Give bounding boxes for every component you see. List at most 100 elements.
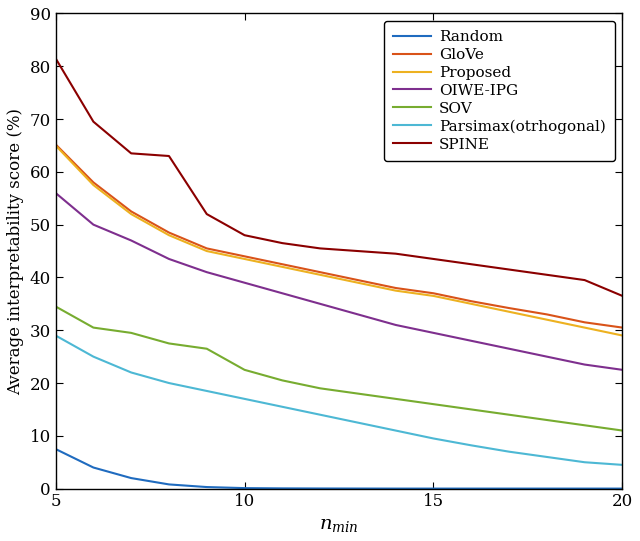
Line: OIWE-IPG: OIWE-IPG [56, 193, 623, 370]
Proposed [165, 232, 173, 239]
SPINE [354, 248, 362, 254]
Line: GloVe: GloVe [56, 144, 623, 328]
Legend: Random, GloVe, Proposed, OIWE-IPG, SOV, Parsimax(otrhogonal), SPINE: Random, GloVe, Proposed, OIWE-IPG, SOV, … [384, 21, 615, 161]
Random [241, 485, 248, 491]
Line: Parsimax(otrhogonal): Parsimax(otrhogonal) [56, 335, 623, 465]
OIWE-IPG [241, 280, 248, 286]
SPINE [203, 211, 211, 217]
SPINE [505, 266, 513, 273]
Proposed [392, 287, 399, 294]
OIWE-IPG [581, 361, 589, 368]
Proposed [52, 142, 60, 149]
Random [467, 485, 475, 492]
Proposed [429, 293, 437, 299]
SPINE [90, 118, 97, 125]
Random [52, 446, 60, 452]
OIWE-IPG [392, 322, 399, 328]
Proposed [581, 325, 589, 331]
SOV [90, 325, 97, 331]
Proposed [90, 182, 97, 188]
SPINE [467, 261, 475, 267]
GloVe [278, 261, 286, 267]
OIWE-IPG [203, 269, 211, 275]
Parsimax(otrhogonal) [90, 353, 97, 360]
Random [316, 485, 324, 492]
Random [90, 464, 97, 471]
Line: SOV: SOV [56, 307, 623, 431]
Parsimax(otrhogonal) [241, 395, 248, 402]
Line: Proposed: Proposed [56, 146, 623, 335]
Random [619, 485, 627, 492]
Random [581, 485, 589, 492]
OIWE-IPG [467, 338, 475, 344]
Random [127, 475, 135, 481]
Parsimax(otrhogonal) [165, 380, 173, 386]
OIWE-IPG [505, 346, 513, 352]
Line: Random: Random [56, 449, 623, 489]
SPINE [543, 272, 550, 278]
SPINE [429, 256, 437, 262]
Random [543, 485, 550, 492]
Parsimax(otrhogonal) [203, 388, 211, 394]
OIWE-IPG [429, 329, 437, 336]
GloVe [241, 253, 248, 260]
GloVe [165, 229, 173, 236]
SOV [543, 417, 550, 423]
SPINE [127, 150, 135, 156]
SPINE [278, 240, 286, 246]
SOV [467, 406, 475, 413]
OIWE-IPG [354, 311, 362, 318]
Parsimax(otrhogonal) [278, 404, 286, 410]
GloVe [429, 290, 437, 296]
SPINE [581, 277, 589, 283]
SOV [429, 401, 437, 407]
GloVe [392, 285, 399, 291]
SPINE [241, 232, 248, 239]
SOV [619, 427, 627, 434]
Random [165, 481, 173, 487]
Proposed [278, 263, 286, 270]
OIWE-IPG [90, 221, 97, 228]
Parsimax(otrhogonal) [543, 454, 550, 460]
OIWE-IPG [543, 353, 550, 360]
Proposed [619, 332, 627, 339]
Parsimax(otrhogonal) [619, 461, 627, 468]
Proposed [354, 280, 362, 286]
Parsimax(otrhogonal) [127, 370, 135, 376]
SOV [241, 367, 248, 373]
Parsimax(otrhogonal) [52, 332, 60, 339]
SOV [581, 422, 589, 428]
Proposed [316, 272, 324, 278]
GloVe [354, 277, 362, 283]
OIWE-IPG [619, 367, 627, 373]
Parsimax(otrhogonal) [581, 459, 589, 465]
GloVe [467, 298, 475, 305]
Parsimax(otrhogonal) [467, 442, 475, 448]
Line: SPINE: SPINE [56, 58, 623, 296]
Proposed [543, 316, 550, 323]
GloVe [127, 208, 135, 215]
Parsimax(otrhogonal) [505, 448, 513, 455]
GloVe [203, 245, 211, 252]
Parsimax(otrhogonal) [392, 427, 399, 434]
SOV [354, 391, 362, 397]
Random [505, 485, 513, 492]
SPINE [316, 245, 324, 252]
Random [354, 485, 362, 492]
SOV [127, 329, 135, 336]
SPINE [52, 55, 60, 62]
SOV [165, 340, 173, 347]
GloVe [90, 179, 97, 186]
SOV [392, 395, 399, 402]
OIWE-IPG [316, 301, 324, 307]
OIWE-IPG [52, 190, 60, 196]
SOV [203, 346, 211, 352]
Proposed [203, 248, 211, 254]
Parsimax(otrhogonal) [316, 412, 324, 418]
Random [392, 485, 399, 492]
X-axis label: $n_{min}$: $n_{min}$ [319, 516, 359, 534]
GloVe [581, 319, 589, 326]
SPINE [392, 250, 399, 257]
GloVe [619, 325, 627, 331]
Proposed [241, 256, 248, 262]
